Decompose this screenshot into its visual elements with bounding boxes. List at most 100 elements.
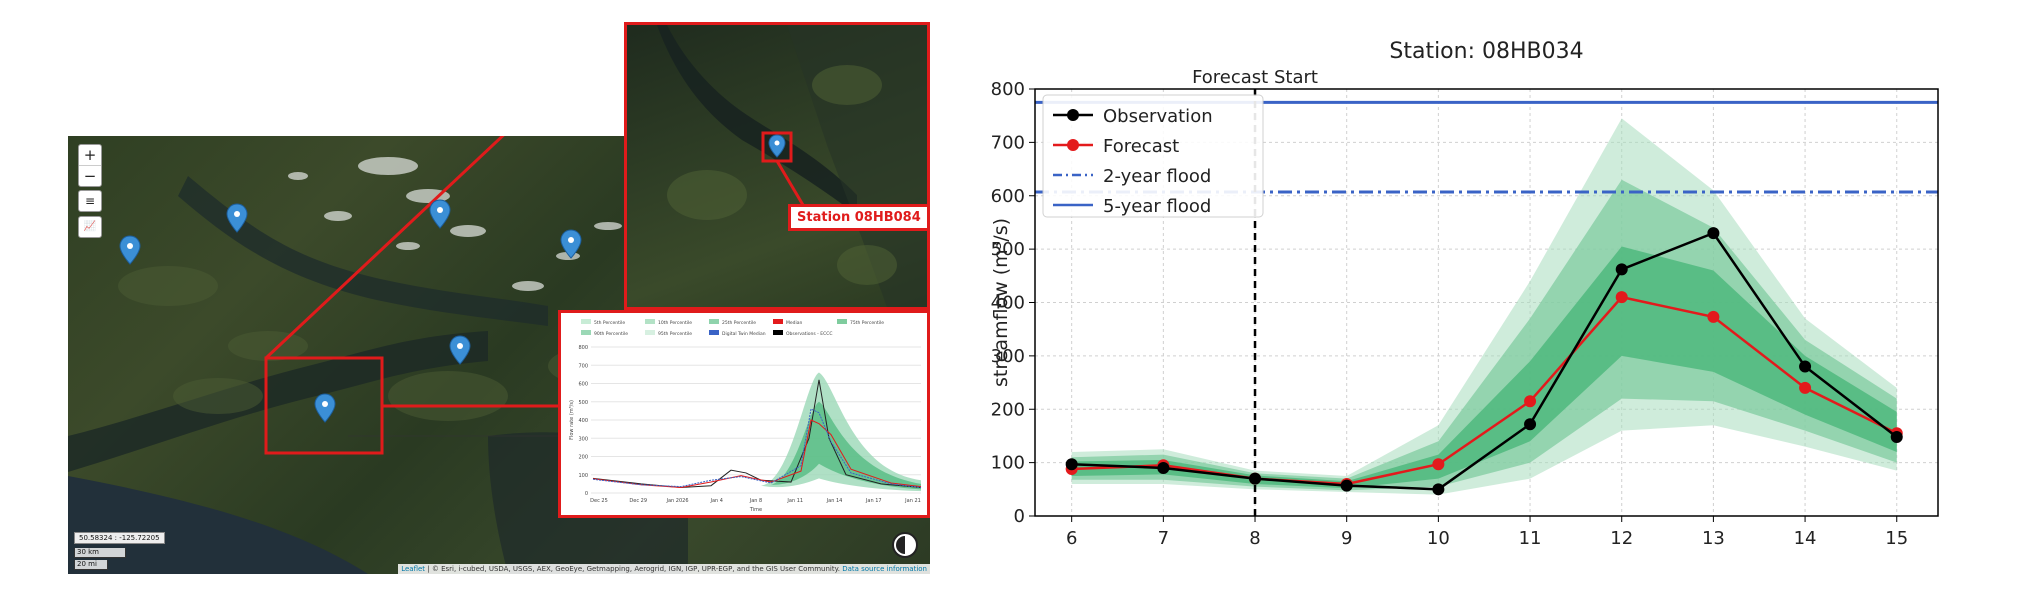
inset-legend-label: 95th Percentile bbox=[658, 331, 692, 337]
chart-toggle-button[interactable]: 📈 bbox=[78, 216, 102, 238]
x-tick-label: 9 bbox=[1341, 528, 1352, 549]
percentile-band bbox=[1071, 179, 1897, 491]
x-tick-label: 6 bbox=[1066, 528, 1077, 549]
coordinate-readout: 50.58324 : -125.72205 bbox=[74, 532, 165, 544]
station-marker-icon bbox=[429, 199, 451, 229]
station-marker-icon bbox=[119, 235, 141, 265]
data-point bbox=[1799, 381, 1812, 394]
legend-label: Observation bbox=[1103, 106, 1213, 127]
chart-icon: 📈 bbox=[83, 221, 97, 232]
legend-label: 2-year flood bbox=[1103, 166, 1211, 187]
y-tick-label: 400 bbox=[991, 293, 1025, 314]
inset-legend-label: Observations - ECCC bbox=[786, 331, 833, 337]
inset-y-tick: 0 bbox=[585, 491, 588, 497]
inset-legend-label: 90th Percentile bbox=[594, 331, 628, 337]
inset-x-tick: Jan 21 bbox=[904, 498, 921, 504]
connector-line bbox=[264, 136, 505, 360]
data-point bbox=[1707, 310, 1720, 323]
y-tick-label: 200 bbox=[991, 399, 1025, 420]
inset-y-tick: 500 bbox=[578, 400, 588, 406]
data-point bbox=[1707, 227, 1720, 240]
layers-icon: ≡ bbox=[84, 194, 96, 208]
inset-y-tick: 100 bbox=[578, 473, 588, 479]
inset-satellite-zoom bbox=[624, 22, 930, 310]
inset-legend-swatch bbox=[709, 330, 719, 335]
percentile-band bbox=[1071, 118, 1897, 495]
data-point bbox=[1157, 461, 1170, 474]
inset-legend-label: Median bbox=[786, 320, 803, 326]
inset-legend-swatch bbox=[773, 319, 783, 324]
y-tick-label: 600 bbox=[991, 186, 1025, 207]
y-tick-label: 500 bbox=[991, 239, 1025, 260]
y-tick-label: 0 bbox=[1014, 506, 1025, 527]
station-marker-icon bbox=[768, 134, 786, 158]
inset-y-tick: 300 bbox=[578, 436, 588, 442]
inset-digital-twin-line bbox=[592, 408, 922, 489]
data-point bbox=[1890, 431, 1903, 444]
inset-chart-svg: 5th Percentile 10th Percentile 25th Percen… bbox=[569, 319, 922, 513]
inset-ylabel: Flow rate (m³/s) bbox=[569, 400, 575, 440]
streamflow-chart: Forecast Start 0 100 200 300 400 500 600 700 800 6… bbox=[990, 39, 1939, 549]
inset-legend-label: Digital Twin Median bbox=[722, 331, 766, 337]
station-marker-icon bbox=[449, 335, 471, 365]
inset-legend-swatch bbox=[837, 319, 847, 324]
zoom-out-button[interactable]: − bbox=[79, 165, 101, 186]
layers-button[interactable]: ≡ bbox=[78, 190, 102, 212]
inset-xlabel: Time bbox=[749, 507, 762, 513]
inset-legend-swatch bbox=[581, 319, 591, 324]
x-tick-label: 15 bbox=[1885, 528, 1908, 549]
inset-terrain bbox=[657, 25, 927, 307]
x-tick-label: 10 bbox=[1427, 528, 1450, 549]
contrast-icon bbox=[896, 536, 905, 554]
y-tick-label: 700 bbox=[991, 132, 1025, 153]
inset-observation-line bbox=[592, 379, 922, 489]
inset-y-tick: 600 bbox=[578, 382, 588, 388]
station-marker-icon bbox=[314, 393, 336, 423]
x-tick-label: 11 bbox=[1519, 528, 1542, 549]
data-point bbox=[1799, 360, 1812, 373]
y-tick-label: 100 bbox=[991, 453, 1025, 474]
inset-band bbox=[771, 401, 921, 490]
data-source-link[interactable]: Data source information bbox=[842, 565, 927, 573]
inset-median-line bbox=[592, 419, 922, 489]
inset-x-tick: Jan 2026 bbox=[665, 498, 688, 504]
inset-legend-swatch bbox=[709, 319, 719, 324]
zoom-control: + − bbox=[78, 144, 102, 187]
station-marker-icon bbox=[226, 203, 248, 233]
data-point bbox=[1432, 458, 1445, 471]
inset-y-tick: 800 bbox=[578, 345, 588, 351]
series-line bbox=[1071, 295, 1898, 486]
data-point bbox=[1432, 483, 1445, 496]
x-tick-label: 8 bbox=[1249, 528, 1260, 549]
x-tick-label: 14 bbox=[1794, 528, 1817, 549]
chart-title: Station: 08HB034 bbox=[1389, 39, 1583, 64]
y-tick-label: 300 bbox=[991, 346, 1025, 367]
inset-legend-label: 10th Percentile bbox=[658, 320, 692, 326]
inset-hydrograph: 5th Percentile 10th Percentile 25th Percen… bbox=[558, 310, 930, 518]
leaflet-link[interactable]: Leaflet bbox=[401, 565, 426, 573]
y-axis-label: streamflow (m³/s) bbox=[990, 218, 1012, 387]
legend-box bbox=[1042, 94, 1264, 218]
x-tick-label: 7 bbox=[1158, 528, 1169, 549]
x-tick-label: 12 bbox=[1610, 528, 1633, 549]
inset-legend-label: 25th Percentile bbox=[722, 320, 756, 326]
x-tick-label: 13 bbox=[1702, 528, 1725, 549]
inset-y-tick: 200 bbox=[578, 455, 588, 461]
legend-marker bbox=[1067, 109, 1079, 121]
inset-x-tick: Jan 4 bbox=[710, 498, 723, 504]
data-point bbox=[1340, 479, 1353, 492]
percentile-band bbox=[1071, 246, 1897, 489]
data-point bbox=[1524, 418, 1537, 431]
station-label: Station 08HB084 bbox=[788, 204, 930, 231]
map-terrain bbox=[68, 136, 703, 574]
map-attribution: Leaflet | © Esri, i-cubed, USDA, USGS, A… bbox=[398, 564, 930, 574]
data-point bbox=[1615, 291, 1628, 304]
zoom-in-button[interactable]: + bbox=[83, 146, 97, 164]
theme-toggle-button[interactable] bbox=[892, 532, 918, 558]
y-tick-label: 800 bbox=[991, 79, 1025, 100]
scale-km: 30 km bbox=[74, 548, 126, 558]
inset-legend-swatch bbox=[645, 330, 655, 335]
data-point bbox=[1615, 263, 1628, 276]
series-line bbox=[1071, 231, 1898, 491]
data-point bbox=[1249, 472, 1262, 485]
